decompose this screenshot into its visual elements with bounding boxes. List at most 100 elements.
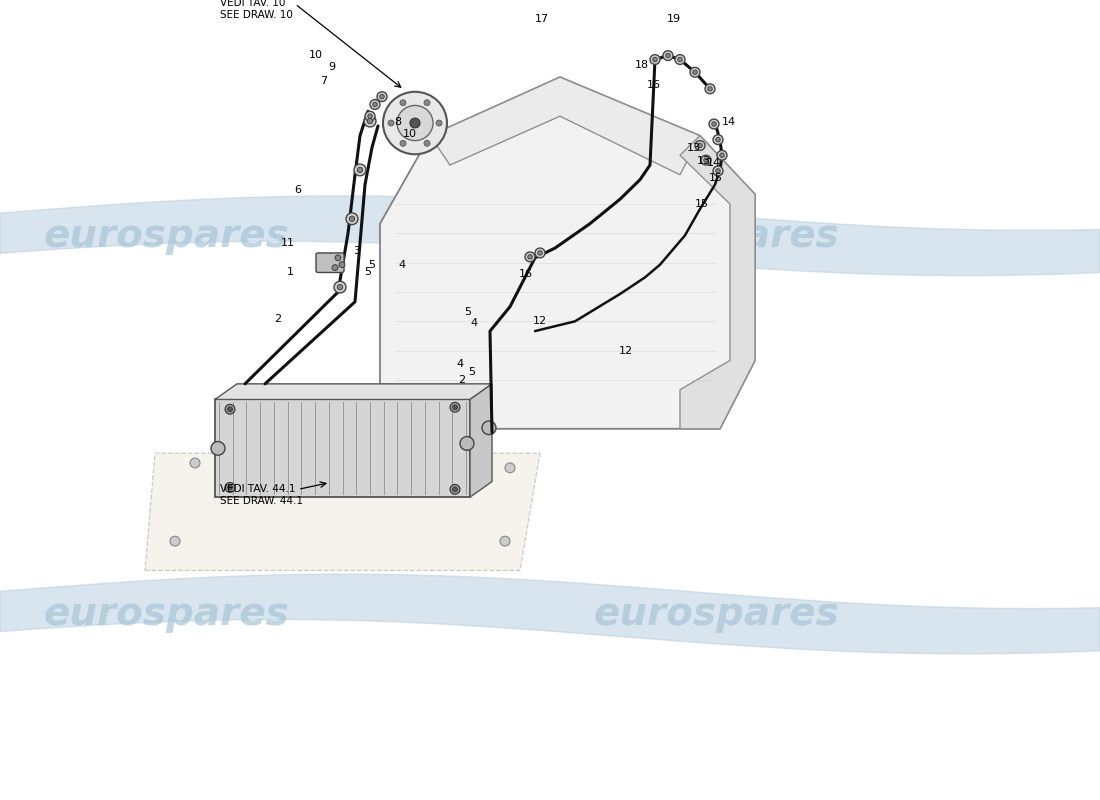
Circle shape <box>334 282 346 293</box>
Text: 12: 12 <box>532 316 547 326</box>
Text: 5: 5 <box>464 306 472 317</box>
Circle shape <box>712 122 716 126</box>
Text: 4: 4 <box>471 318 477 328</box>
Circle shape <box>379 94 384 99</box>
Circle shape <box>339 262 345 268</box>
Circle shape <box>450 485 460 494</box>
Text: eurospares: eurospares <box>44 217 289 254</box>
PathPatch shape <box>680 136 755 429</box>
Circle shape <box>424 100 430 106</box>
Text: 18: 18 <box>635 60 649 70</box>
Text: 6: 6 <box>295 186 301 195</box>
Text: 13: 13 <box>697 156 711 166</box>
Circle shape <box>228 407 232 412</box>
Text: 5: 5 <box>368 260 375 270</box>
Circle shape <box>388 120 394 126</box>
Text: 9: 9 <box>329 62 336 72</box>
Text: 14: 14 <box>707 158 722 168</box>
Circle shape <box>452 405 458 410</box>
Circle shape <box>535 248 544 258</box>
Polygon shape <box>214 399 470 497</box>
Circle shape <box>525 252 535 262</box>
Circle shape <box>383 92 447 154</box>
Circle shape <box>697 143 702 148</box>
Text: 19: 19 <box>667 14 681 23</box>
Circle shape <box>678 58 682 62</box>
Circle shape <box>666 54 670 58</box>
Circle shape <box>652 58 658 62</box>
Text: 14: 14 <box>722 117 736 127</box>
Circle shape <box>719 153 724 158</box>
Polygon shape <box>145 454 540 570</box>
Circle shape <box>350 216 354 222</box>
Circle shape <box>717 150 727 160</box>
Text: 4: 4 <box>398 260 406 270</box>
Circle shape <box>370 99 379 110</box>
Circle shape <box>538 250 542 255</box>
FancyBboxPatch shape <box>316 253 344 273</box>
Circle shape <box>528 254 532 259</box>
Circle shape <box>358 167 363 173</box>
Circle shape <box>675 54 685 65</box>
Text: 15: 15 <box>710 173 723 182</box>
Circle shape <box>365 111 375 121</box>
Text: 16: 16 <box>647 80 661 90</box>
Circle shape <box>436 120 442 126</box>
Text: eurospares: eurospares <box>44 595 289 633</box>
Text: 2: 2 <box>274 314 282 324</box>
Circle shape <box>367 118 373 124</box>
Circle shape <box>716 169 720 173</box>
Circle shape <box>364 115 376 127</box>
PathPatch shape <box>379 77 755 429</box>
Text: 17: 17 <box>535 14 549 23</box>
Text: 16: 16 <box>519 270 534 279</box>
Circle shape <box>424 140 430 146</box>
Circle shape <box>716 138 720 142</box>
Circle shape <box>367 114 372 118</box>
Text: 3: 3 <box>353 246 361 256</box>
Text: VEDI TAV. 44.1
SEE DRAW. 44.1: VEDI TAV. 44.1 SEE DRAW. 44.1 <box>220 485 302 506</box>
Circle shape <box>460 437 474 450</box>
Circle shape <box>701 155 711 165</box>
Polygon shape <box>214 384 492 399</box>
Text: eurospares: eurospares <box>594 595 839 633</box>
Circle shape <box>482 421 496 434</box>
Circle shape <box>228 485 232 490</box>
Circle shape <box>450 402 460 412</box>
Text: 8: 8 <box>395 117 402 127</box>
Circle shape <box>336 255 341 261</box>
Text: 11: 11 <box>280 238 295 248</box>
Circle shape <box>400 140 406 146</box>
Text: VEDI TAV. 10
SEE DRAW. 10: VEDI TAV. 10 SEE DRAW. 10 <box>220 0 293 19</box>
Circle shape <box>663 50 673 61</box>
Circle shape <box>211 442 226 455</box>
Circle shape <box>226 404 235 414</box>
Circle shape <box>500 536 510 546</box>
Circle shape <box>713 166 723 176</box>
Circle shape <box>226 482 235 492</box>
Text: 1: 1 <box>286 267 294 278</box>
Text: 10: 10 <box>309 50 323 60</box>
Circle shape <box>710 119 719 129</box>
Text: 10: 10 <box>403 129 417 138</box>
Polygon shape <box>470 384 492 497</box>
Circle shape <box>400 100 406 106</box>
Circle shape <box>332 265 338 270</box>
Circle shape <box>695 141 705 150</box>
Circle shape <box>346 213 358 225</box>
PathPatch shape <box>430 77 700 174</box>
Text: eurospares: eurospares <box>594 217 839 254</box>
Circle shape <box>190 458 200 468</box>
Circle shape <box>693 70 697 74</box>
Circle shape <box>505 463 515 473</box>
Circle shape <box>704 158 708 162</box>
Circle shape <box>705 84 715 94</box>
Circle shape <box>377 92 387 102</box>
Circle shape <box>410 118 420 128</box>
Text: 4: 4 <box>456 359 463 370</box>
Circle shape <box>650 54 660 65</box>
Circle shape <box>338 285 343 290</box>
Circle shape <box>707 86 713 91</box>
Circle shape <box>373 102 377 106</box>
Text: 5: 5 <box>364 267 372 278</box>
